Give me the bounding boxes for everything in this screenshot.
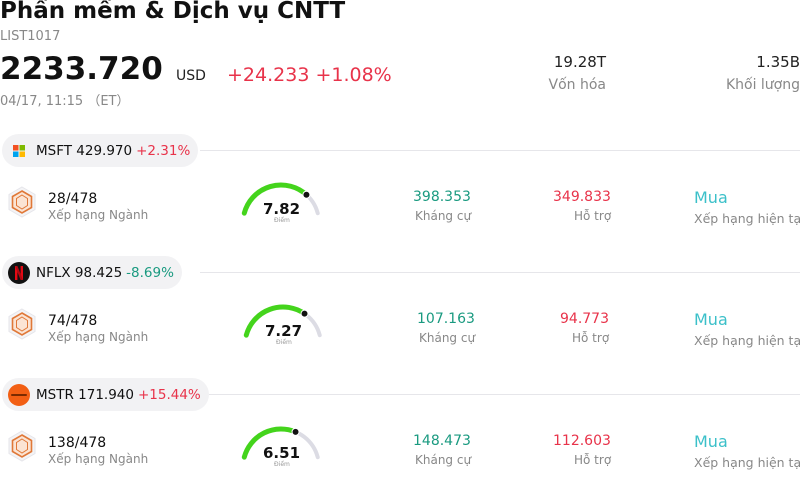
score-value: 7.82 bbox=[263, 200, 301, 218]
stock-header-row: MSTR 171.940 +15.44% bbox=[0, 378, 800, 412]
stock-detail-row: 74/478 Xếp hạng Ngành 7.27 Điểm 107.163 … bbox=[0, 302, 800, 362]
current-rating: Mua bbox=[694, 310, 728, 329]
score-gauge bbox=[243, 304, 322, 338]
stock-detail-row: 138/478 Xếp hạng Ngành 6.51 Điểm 148.473… bbox=[0, 424, 800, 484]
microsoft-logo-icon bbox=[8, 140, 30, 162]
index-change: +24.233 +1.08% bbox=[227, 64, 392, 86]
stock-header-row: NFLX 98.425 -8.69% bbox=[0, 256, 800, 290]
score-gauge bbox=[241, 426, 320, 460]
timestamp: 04/17, 11:15 （ET） bbox=[0, 94, 130, 109]
ticker-price: MSFT 429.970 bbox=[36, 142, 133, 159]
gauge-marker bbox=[291, 427, 300, 436]
gauge-fill bbox=[241, 426, 299, 460]
score-label: Điểm bbox=[276, 339, 292, 346]
gauge-marker bbox=[302, 190, 311, 199]
netflix-logo-icon bbox=[8, 261, 30, 284]
index-code: LIST1017 bbox=[0, 29, 61, 44]
resistance-label: Kháng cự bbox=[415, 209, 472, 223]
current-rating: Mua bbox=[694, 188, 728, 207]
current-rating-label: Xếp hạng hiện tại bbox=[694, 333, 800, 348]
row-divider bbox=[200, 150, 800, 151]
rank-hexagon-icon bbox=[8, 430, 36, 462]
resistance-value: 398.353 bbox=[413, 189, 471, 205]
industry-rank: 138/478 bbox=[48, 435, 107, 451]
stock-change: -8.69% bbox=[126, 264, 174, 281]
strategy-logo-icon bbox=[8, 383, 30, 406]
industry-rank-label: Xếp hạng Ngành bbox=[48, 452, 149, 466]
industry-rank: 28/478 bbox=[48, 191, 98, 207]
page-title: Phần mềm & Dịch vụ CNTT bbox=[0, 0, 346, 24]
current-rating-label: Xếp hạng hiện tại bbox=[694, 211, 800, 226]
gauge-fill bbox=[241, 182, 309, 216]
industry-rank-label: Xếp hạng Ngành bbox=[48, 330, 149, 344]
score-value: 7.27 bbox=[265, 322, 303, 340]
market-cap-label: Vốn hóa bbox=[548, 77, 606, 93]
support-value: 349.833 bbox=[553, 189, 611, 205]
stock-chip[interactable]: MSFT 429.970 +2.31% bbox=[2, 134, 199, 167]
industry-rank-label: Xếp hạng Ngành bbox=[48, 208, 149, 222]
stock-detail-row: 28/478 Xếp hạng Ngành 7.82 Điểm 398.353 … bbox=[0, 180, 800, 240]
resistance-label: Kháng cự bbox=[415, 453, 472, 467]
resistance-value: 107.163 bbox=[417, 311, 475, 327]
stock-change: +2.31% bbox=[136, 142, 191, 159]
row-divider bbox=[200, 394, 800, 395]
gauge-marker bbox=[300, 309, 309, 318]
score-label: Điểm bbox=[274, 217, 290, 224]
stock-header-row: MSFT 429.970 +2.31% bbox=[0, 134, 800, 168]
volume-label: Khối lượng bbox=[725, 77, 800, 93]
support-label: Hỗ trợ bbox=[574, 453, 612, 467]
row-divider bbox=[200, 272, 800, 273]
market-cap-value: 19.28T bbox=[553, 53, 606, 71]
resistance-value: 148.473 bbox=[413, 433, 471, 449]
gauge-fill bbox=[243, 304, 308, 338]
ticker-price: MSTR 171.940 bbox=[36, 386, 134, 403]
volume-value: 1.35B bbox=[756, 53, 800, 71]
support-value: 112.603 bbox=[553, 433, 611, 449]
resistance-label: Kháng cự bbox=[419, 331, 476, 345]
rank-hexagon-icon bbox=[8, 308, 36, 340]
ticker-price: NFLX 98.425 bbox=[36, 264, 123, 281]
current-rating: Mua bbox=[694, 432, 728, 451]
support-value: 94.773 bbox=[560, 311, 609, 327]
stock-change: +15.44% bbox=[137, 386, 201, 403]
index-price: 2233.720 bbox=[0, 51, 163, 87]
industry-rank: 74/478 bbox=[48, 313, 98, 329]
score-value: 6.51 bbox=[263, 444, 301, 462]
current-rating-label: Xếp hạng hiện tại bbox=[694, 455, 800, 470]
stock-chip[interactable]: MSTR 171.940 +15.44% bbox=[2, 378, 209, 411]
currency-label: USD bbox=[176, 68, 206, 84]
score-gauge bbox=[241, 182, 320, 216]
support-label: Hỗ trợ bbox=[572, 331, 610, 345]
stock-chip[interactable]: NFLX 98.425 -8.69% bbox=[2, 256, 182, 289]
rank-hexagon-icon bbox=[8, 186, 36, 218]
support-label: Hỗ trợ bbox=[574, 209, 612, 223]
score-label: Điểm bbox=[274, 461, 290, 468]
